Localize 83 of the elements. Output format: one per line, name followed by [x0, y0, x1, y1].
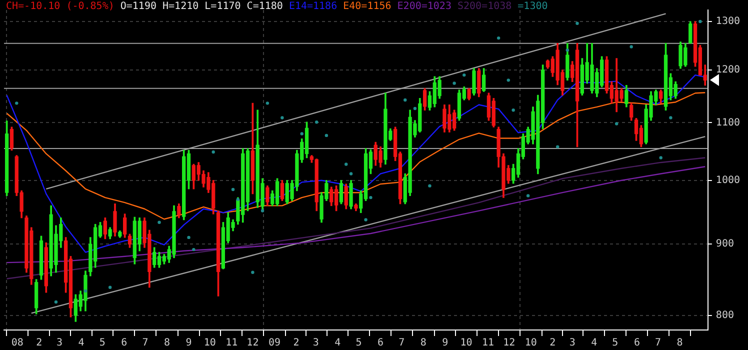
x-tick-label: 10 — [204, 338, 216, 349]
x-tick-label: 3 — [569, 338, 576, 349]
x-tick-label: 6 — [378, 338, 384, 349]
point — [300, 132, 304, 136]
point — [236, 198, 240, 202]
point — [212, 150, 215, 154]
point — [349, 172, 353, 176]
x-tick-label: 7 — [398, 338, 405, 349]
point — [266, 102, 270, 105]
point — [280, 116, 284, 120]
point — [506, 78, 510, 82]
x-tick-label: 12 — [246, 338, 259, 349]
point — [192, 248, 196, 252]
x-tick-label: 3 — [312, 338, 319, 349]
y-tick-label: 900 — [716, 238, 734, 250]
point — [364, 218, 368, 222]
x-tick-label: 10 — [524, 338, 537, 349]
x-tick-label: 5 — [356, 338, 362, 349]
point — [84, 289, 88, 293]
x-tick-label: 11 — [226, 338, 238, 349]
x-tick-label: 6 — [121, 338, 128, 349]
x-tick-label: 7 — [655, 338, 662, 349]
x-tick-label: 11 — [482, 338, 494, 349]
point — [462, 73, 466, 77]
text: S200=1038 — [457, 1, 512, 12]
annotation: O=1190 H=1210 L=1170 C=1180 — [120, 1, 283, 12]
text: =1300 — [518, 1, 548, 12]
text: E200=1023 — [397, 1, 452, 12]
point — [496, 36, 500, 40]
y-tick-label: 1100 — [716, 117, 740, 128]
x-tick-label: 6 — [634, 338, 640, 349]
point — [659, 156, 662, 160]
point — [428, 184, 432, 188]
point — [614, 122, 618, 126]
point — [630, 45, 633, 48]
x-tick-label: 5 — [612, 338, 618, 349]
point — [231, 188, 235, 192]
point — [158, 220, 161, 224]
point — [512, 108, 515, 112]
point — [576, 22, 579, 25]
y-tick-label: 1200 — [716, 64, 740, 76]
y-tick-label: 1000 — [716, 174, 740, 186]
point — [315, 120, 318, 124]
x-tick-label: 8 — [164, 338, 170, 349]
x-tick-label: 4 — [591, 338, 598, 349]
point — [260, 209, 264, 212]
point — [54, 300, 58, 304]
point — [251, 270, 254, 274]
point — [324, 134, 328, 138]
chart-title: CH=-10.10 (-0.85%) — [6, 1, 114, 12]
point — [452, 82, 456, 85]
x-tick-label: 4 — [334, 338, 341, 349]
x-tick-label: 10 — [460, 338, 472, 349]
x-tick-label: 4 — [78, 338, 84, 349]
text: E14=1186 — [288, 1, 338, 12]
y-tick-label: 800 — [716, 310, 734, 322]
point — [108, 286, 112, 289]
x-tick-label: 2 — [550, 338, 556, 349]
x-tick-label: 12 — [503, 338, 516, 349]
x-tick-label: 3 — [56, 338, 63, 349]
point — [566, 48, 570, 52]
y-tick-label: 1300 — [716, 16, 740, 28]
x-tick-label: 7 — [142, 338, 148, 349]
point — [187, 236, 190, 240]
point — [526, 194, 530, 198]
x-tick-label: 5 — [99, 338, 106, 349]
point — [404, 98, 407, 102]
point — [698, 20, 702, 24]
x-tick-label: 9 — [442, 338, 448, 349]
x-tick-label: 9 — [186, 338, 192, 349]
point — [669, 116, 672, 120]
x-tick-label: 2 — [36, 338, 42, 349]
point — [413, 106, 417, 110]
x-tick-label: 8 — [676, 338, 683, 349]
x-tick-label: 2 — [293, 338, 300, 349]
x-tick-label: 08 — [11, 338, 24, 349]
point — [369, 196, 372, 200]
point — [556, 145, 560, 148]
point — [344, 162, 348, 166]
text: E40=1156 — [343, 1, 392, 12]
point — [15, 102, 18, 105]
x-tick-label: 8 — [420, 338, 426, 349]
x-tick-label: 09 — [268, 338, 280, 349]
